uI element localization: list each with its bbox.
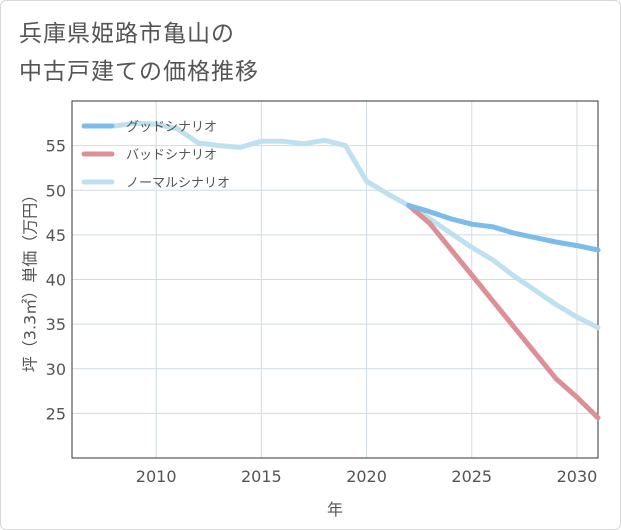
chart-title-line-2: 中古戸建ての価格推移 (19, 59, 259, 85)
legend-label: バッドシナリオ (126, 148, 217, 163)
x-tick-label: 2025 (451, 467, 492, 486)
y-tick-label: 25 (46, 404, 66, 423)
chart-title-line-1: 兵庫県姫路市亀山の (19, 21, 235, 47)
series-lines (111, 120, 601, 421)
y-tick-label: 30 (46, 360, 66, 379)
series-line-0 (406, 202, 601, 253)
axes: 2010 2015 2020 2025 2030 25 30 35 40 45 50 55 (46, 100, 599, 486)
x-axis-label: 年 (327, 500, 343, 519)
x-tick-label: 2010 (136, 467, 177, 486)
y-tick-label: 40 (46, 271, 66, 290)
legend-label: ノーマルシナリオ (126, 176, 230, 191)
x-tick-label: 2015 (241, 467, 282, 486)
y-tick-label: 35 (46, 315, 66, 334)
y-axis-label: 坪（3.3㎡）単価（万円） (21, 187, 40, 372)
series-line-2 (111, 120, 601, 331)
plot-area (71, 100, 599, 459)
legend-label: グッドシナリオ (126, 120, 217, 135)
y-tick-label: 50 (46, 181, 66, 200)
chart-title: 兵庫県姫路市亀山の 中古戸建ての価格推移 (19, 15, 259, 91)
y-tick-label: 45 (46, 226, 66, 245)
y-tick-label: 55 (46, 137, 66, 156)
series-line-1 (406, 202, 601, 421)
x-tick-label: 2030 (557, 467, 598, 486)
x-tick-label: 2020 (346, 467, 387, 486)
